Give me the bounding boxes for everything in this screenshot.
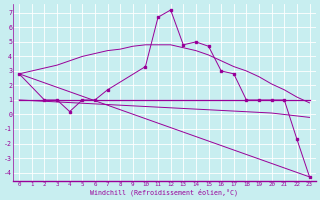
X-axis label: Windchill (Refroidissement éolien,°C): Windchill (Refroidissement éolien,°C) bbox=[90, 188, 238, 196]
